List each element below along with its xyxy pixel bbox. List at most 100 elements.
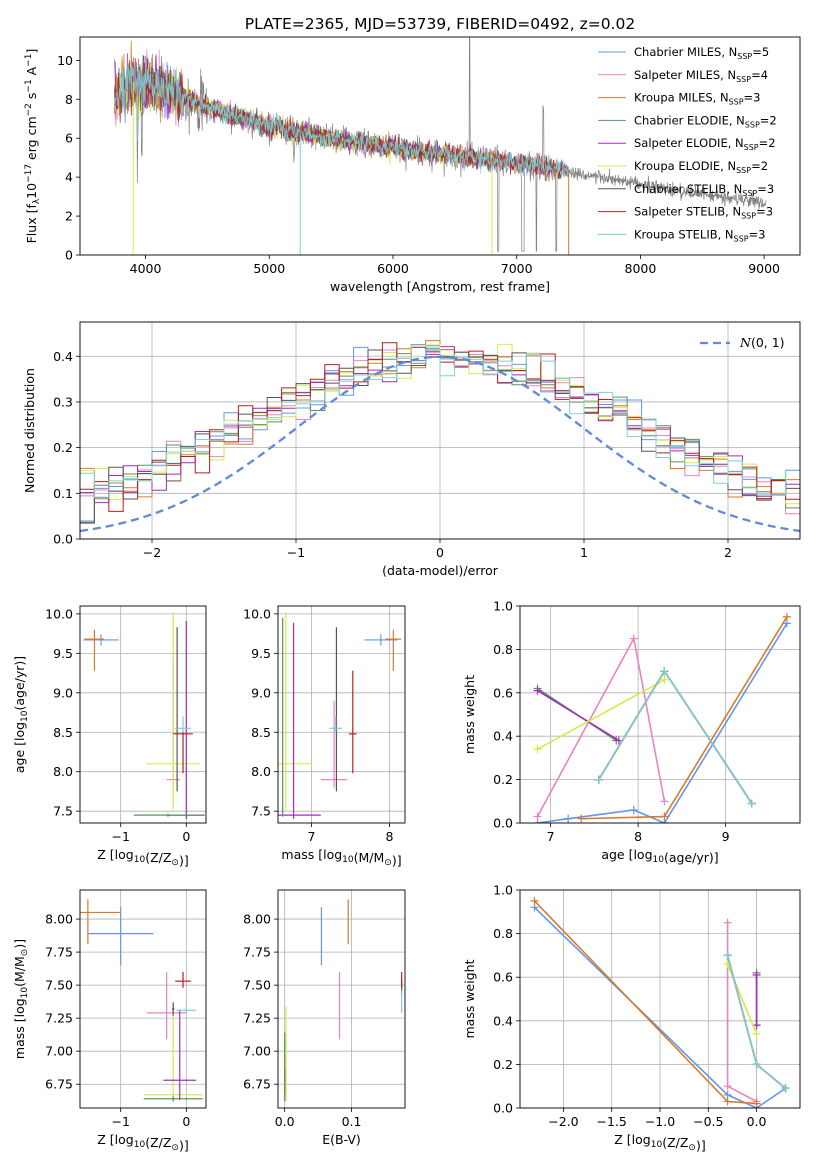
- x-axis-label: wavelength [Angstrom, rest frame]: [330, 279, 550, 294]
- y-tick-label: 0.0: [493, 1101, 513, 1116]
- x-axis-label: Z [log10(Z/Z⊙)]: [614, 1132, 705, 1153]
- y-tick-label: 0.2: [493, 1057, 513, 1072]
- mass-vs-Z-panel: −1 0 6.75 7.00 7.25 7.50 7.75 8.00 Z [log10(Z/Z⊙…: [12, 889, 207, 1153]
- model-spectrum: [114, 60, 570, 180]
- x-tick-label: 0: [436, 545, 444, 560]
- weight-marker: [533, 686, 542, 695]
- plot-area: [530, 896, 790, 1108]
- weight-marker: [723, 918, 732, 927]
- legend-label: Salpeter ELODIE, NSSP=2: [634, 136, 776, 152]
- weight-marker: [747, 799, 756, 808]
- weight-marker: [530, 896, 539, 905]
- y-tick-label: 0.8: [493, 642, 513, 657]
- y-tick-label: 4: [65, 170, 73, 185]
- y-tick-label: 0.3: [53, 394, 73, 409]
- weight-marker: [781, 1084, 790, 1093]
- weight-marker: [752, 971, 761, 980]
- plot-area: [533, 612, 791, 823]
- plot-area: [278, 612, 402, 820]
- weight-marker: [660, 797, 669, 806]
- x-tick-label: −1: [111, 829, 129, 844]
- y-tick-label: 7.25: [243, 1011, 271, 1026]
- legend-label: Kroupa STELIB, NSSP=3: [634, 227, 765, 243]
- weight-marker: [629, 634, 638, 643]
- y-tick-label: 8.0: [251, 764, 271, 779]
- x-tick-label: 9: [722, 829, 730, 844]
- y-tick-label: 7.25: [45, 1011, 73, 1026]
- weight-marker: [723, 951, 732, 960]
- y-tick-label: 0.1: [53, 486, 73, 501]
- plot-area: [83, 612, 205, 820]
- legend-label: Chabrier ELODIE, NSSP=2: [634, 113, 777, 129]
- y-axis-label: mass weight: [462, 675, 477, 754]
- x-axis-label: Z [log10(Z/Z⊙)]: [97, 847, 188, 868]
- weight-line: [537, 679, 665, 750]
- residual-legend: N(0, 1): [700, 335, 785, 350]
- y-tick-label: 6.75: [45, 1077, 73, 1092]
- legend-label: Chabrier STELIB, NSSP=3: [634, 182, 774, 198]
- plot-area: [284, 899, 403, 1102]
- y-tick-label: 0.0: [53, 532, 73, 547]
- y-tick-label: 6.75: [243, 1077, 271, 1092]
- legend-label: Salpeter MILES, NSSP=4: [634, 68, 768, 84]
- axes-frame: [277, 605, 406, 824]
- x-tick-label: 4000: [130, 261, 162, 276]
- y-tick-label: 0.0: [493, 816, 513, 831]
- y-tick-label: 7.00: [45, 1044, 73, 1059]
- weight-marker: [660, 812, 669, 821]
- y-tick-label: 8: [65, 92, 73, 107]
- weight-marker: [533, 745, 542, 754]
- plot-area: [80, 340, 800, 533]
- x-axis-label: mass [log10(M/M⊙)]: [281, 847, 401, 868]
- y-tick-label: 9.5: [251, 646, 271, 661]
- y-tick-label: 7.5: [251, 804, 271, 819]
- y-tick-label: 8.5: [251, 725, 271, 740]
- x-tick-label: 0: [182, 1114, 190, 1129]
- weight-marker: [752, 1060, 761, 1069]
- y-axis-label: mass weight: [462, 959, 477, 1038]
- y-tick-label: 8.0: [53, 764, 73, 779]
- weight-marker: [533, 812, 542, 821]
- x-tick-label: 8000: [625, 261, 657, 276]
- x-tick-label: −1: [287, 545, 305, 560]
- weight-vs-Z-panel: −2.0 −1.5 −1.0 −0.5 0.0 0.0 0.2 0.4 0.6 0.8 1.0 Z […: [462, 883, 801, 1153]
- spectrum-panel: 4000 5000 6000 7000 8000 9000 0 2 4 6 8 10 wavelengt…: [24, 36, 801, 294]
- legend-label: Salpeter STELIB, NSSP=3: [634, 205, 773, 221]
- weight-marker: [577, 814, 586, 823]
- y-tick-label: 7.75: [243, 945, 271, 960]
- y-axis-label: age [log10(age/yr)]: [12, 656, 30, 773]
- y-tick-label: 0.8: [493, 926, 513, 941]
- weight-marker: [752, 1029, 761, 1038]
- x-tick-label: 9000: [748, 261, 780, 276]
- x-axis-label: E(B-V): [322, 1132, 361, 1147]
- weight-marker: [752, 1099, 761, 1108]
- x-tick-label: 7000: [501, 261, 533, 276]
- y-tick-label: 0.2: [493, 772, 513, 787]
- y-tick-label: 9.0: [251, 685, 271, 700]
- x-tick-label: 0.0: [275, 1114, 295, 1129]
- x-tick-label: −1.0: [645, 1114, 675, 1129]
- x-tick-label: 1: [580, 545, 588, 560]
- x-tick-label: 8: [634, 829, 642, 844]
- x-tick-label: 6000: [377, 261, 409, 276]
- x-tick-label: 8: [385, 829, 393, 844]
- y-tick-label: 1.0: [493, 883, 513, 898]
- residuals-panel: −2 −1 0 1 2 0.0 0.1 0.2 0.3 0.4 (data-model)/error…: [22, 321, 801, 578]
- x-tick-label: −2: [143, 545, 161, 560]
- y-tick-label: 10.0: [243, 606, 271, 621]
- y-tick-label: 0.4: [53, 349, 73, 364]
- x-tick-label: 0.0: [747, 1114, 767, 1129]
- weight-marker: [660, 667, 669, 676]
- x-tick-label: 0: [182, 829, 190, 844]
- x-axis-label: Z [log10(Z/Z⊙)]: [97, 1132, 188, 1153]
- residual-histogram: [80, 343, 800, 505]
- y-tick-label: 1.0: [493, 599, 513, 614]
- y-tick-label: 0.4: [493, 1013, 513, 1028]
- y-tick-label: 0.2: [53, 440, 73, 455]
- weight-marker: [594, 775, 603, 784]
- age-vs-mass-panel: 7 8 7.5 8.0 8.5 9.0 9.5 10.0 mass [log10(M/M⊙)]: [243, 605, 406, 868]
- x-tick-label: −0.5: [693, 1114, 723, 1129]
- age-vs-Z-panel: −1 0 7.5 8.0 8.5 9.0 9.5 10.0 Z [log10(Z/Z⊙)] age…: [12, 605, 207, 868]
- weight-marker: [723, 1082, 732, 1091]
- x-tick-label: 2: [724, 545, 732, 560]
